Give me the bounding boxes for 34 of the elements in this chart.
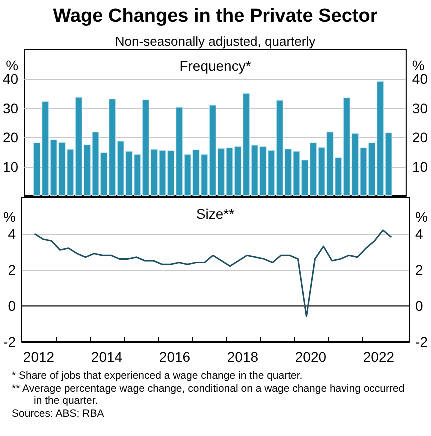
y-tick-label: 30 xyxy=(2,100,19,116)
line-series xyxy=(34,230,392,318)
y2-tick-label: 4 xyxy=(416,226,424,242)
y2-tick-label: -2 xyxy=(416,334,428,350)
y2-axis-title: % xyxy=(412,57,425,74)
y2-tick-label: 10 xyxy=(412,158,428,175)
chart-subtitle: Non-seasonally adjusted, quarterly xyxy=(115,34,316,49)
series-label: Frequency* xyxy=(180,58,252,74)
y-tick-label: 2 xyxy=(8,262,16,278)
x-tick-label: 2020 xyxy=(295,349,327,365)
text: * Share of jobs that experienced a wage change in the quarter. xyxy=(12,370,304,382)
y-tick-label: 40 xyxy=(2,71,19,88)
y-tick-label: 20 xyxy=(2,130,19,146)
y-tick-label: 4 xyxy=(8,226,16,242)
y2-tick-label: 30 xyxy=(412,100,428,116)
text: Size** xyxy=(196,206,236,222)
x-tick-label: 2022 xyxy=(363,349,395,365)
y-axis-title: % xyxy=(6,57,19,74)
x-tick-label: 2012 xyxy=(23,349,55,365)
x-tick-label: 2018 xyxy=(227,349,259,365)
y2-tick-label: 2 xyxy=(416,262,424,278)
y-tick-label: 10 xyxy=(2,158,19,175)
y-tick-label: -2 xyxy=(4,334,16,350)
chart-title: Wage Changes in the Private Sector xyxy=(53,6,378,27)
x-tick-label: 2014 xyxy=(91,349,123,365)
y-tick-label: 0 xyxy=(8,298,16,314)
y-axis-title: % xyxy=(4,209,16,225)
y2-tick-label: 40 xyxy=(412,71,428,88)
source-note: Sources: ABS; RBA xyxy=(12,408,106,420)
y2-tick-label: 20 xyxy=(412,130,428,146)
y2-axis-title: % xyxy=(416,209,428,225)
text: ** Average percentage wage change, conditional on a wage change having occurred in the quarter. xyxy=(12,383,406,407)
y2-tick-label: 0 xyxy=(416,298,424,314)
x-tick-label: 2016 xyxy=(159,349,191,365)
